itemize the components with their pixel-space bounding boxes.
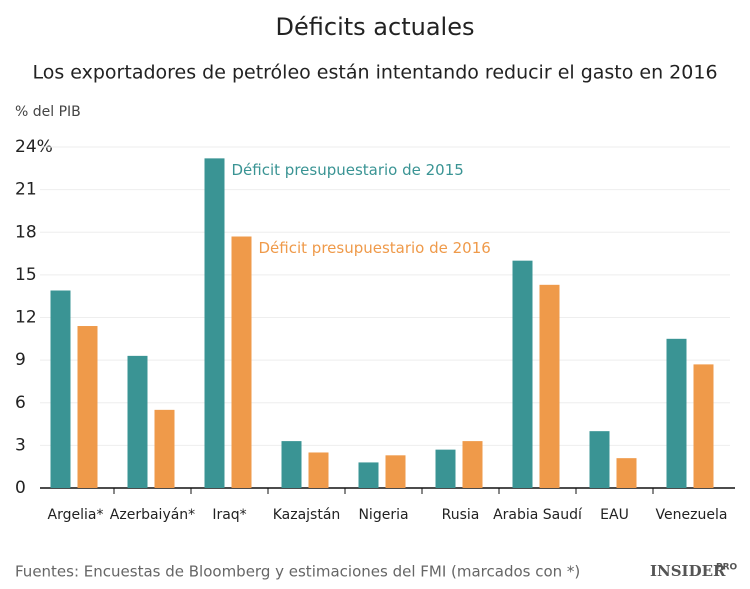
source: Fuentes: Encuestas de Bloomberg y estima… [15,563,580,581]
x-tick-label: Venezuela [656,507,728,523]
legend-label: Déficit presupuestario de 2016 [259,239,491,257]
bar [616,458,637,488]
y-tick-label: 9 [15,350,26,370]
legend-label: Déficit presupuestario de 2015 [232,161,464,179]
x-tick-label: Kazajstán [273,507,341,523]
y-tick-label: 18 [15,222,37,242]
bar [693,364,714,488]
chart-title: Déficits actuales [276,13,475,41]
y-axis-label: % del PIB [15,104,81,120]
x-tick-label: EAU [600,507,629,523]
bar [358,462,379,488]
x-tick-label: Rusia [442,507,480,523]
x-tick-label: Nigeria [358,507,408,523]
bar [77,326,98,488]
brand-suffix: PRO [716,563,738,573]
x-tick-label: Azerbaiyán* [110,507,195,523]
brand: INSIDER [650,562,726,580]
bar [589,431,610,488]
x-tick-label: Arabia Saudí [493,507,583,523]
bar [281,441,302,488]
chart-subtitle: Los exportadores de petróleo están inten… [32,62,717,84]
y-tick-label: 24% [15,137,53,157]
bar [512,260,533,488]
y-tick-label: 21 [15,180,37,200]
bar [539,284,560,488]
bar [385,455,406,488]
y-tick-label: 6 [15,393,26,413]
bar [154,409,175,488]
bar [231,236,252,488]
bar [127,355,148,488]
bar [204,158,225,488]
bar [666,338,687,488]
bar [308,452,329,488]
y-tick-label: 12 [15,308,37,328]
bar [462,441,483,488]
bar [50,290,71,488]
bar [435,449,456,488]
y-tick-label: 0 [15,478,26,498]
y-tick-label: 3 [15,435,26,455]
x-tick-label: Iraq* [212,507,246,523]
x-tick-label: Argelia* [48,507,104,523]
y-tick-label: 15 [15,265,37,285]
